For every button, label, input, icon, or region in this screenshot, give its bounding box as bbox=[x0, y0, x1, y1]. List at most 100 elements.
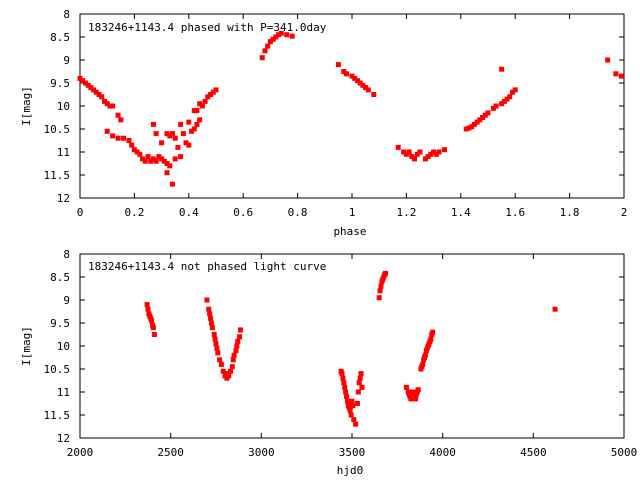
unphased-data-point bbox=[229, 364, 235, 370]
phased-chart-title: 183246+1143.4 phased with P=341.0day bbox=[88, 21, 327, 34]
phased-data-point bbox=[148, 158, 154, 164]
phased-data-point bbox=[110, 103, 116, 109]
phased-data-point bbox=[265, 43, 271, 49]
phased-data-point bbox=[360, 82, 366, 88]
phased-data-point bbox=[441, 147, 447, 153]
phased-data-point bbox=[466, 125, 472, 131]
phased-data-point bbox=[131, 147, 137, 153]
phased-data-point bbox=[490, 105, 496, 111]
unphased-x-tick-label: 2500 bbox=[157, 446, 184, 459]
unphased-data-point bbox=[552, 306, 558, 312]
unphased-data-point bbox=[358, 371, 364, 377]
phased-data-point bbox=[259, 55, 265, 61]
phased-data-point bbox=[137, 151, 143, 157]
phased-data-point bbox=[104, 128, 110, 134]
phased-data-point bbox=[613, 71, 619, 77]
phased-data-point bbox=[363, 85, 369, 91]
unphased-x-tick-label: 3000 bbox=[248, 446, 275, 459]
phased-data-point bbox=[134, 149, 140, 155]
unphased-data-point bbox=[412, 396, 418, 402]
phased-plot-frame bbox=[79, 13, 625, 199]
phased-y-axis-label: I[mag] bbox=[20, 86, 33, 126]
phased-data-point bbox=[618, 73, 624, 79]
phased-x-tick-label: 1.6 bbox=[505, 206, 525, 219]
phased-data-point bbox=[91, 87, 97, 93]
phased-data-point bbox=[504, 96, 510, 102]
phased-data-point bbox=[284, 32, 290, 38]
phased-y-tick-label: 12 bbox=[57, 192, 70, 205]
phased-data-point bbox=[276, 32, 282, 38]
phased-data-point bbox=[197, 117, 203, 123]
phased-data-point bbox=[428, 151, 434, 157]
phased-data-point bbox=[507, 94, 513, 100]
unphased-data-point bbox=[415, 387, 421, 393]
phased-data-point bbox=[164, 170, 170, 176]
phased-data-point bbox=[403, 151, 409, 157]
unphased-data-point bbox=[340, 375, 346, 381]
phased-y-tick-label: 8.5 bbox=[50, 31, 70, 44]
phased-data-point bbox=[186, 119, 192, 125]
phased-data-point bbox=[278, 30, 284, 36]
phased-data-point bbox=[499, 101, 505, 107]
phased-data-point bbox=[474, 119, 480, 125]
phased-data-point bbox=[344, 71, 350, 77]
phased-data-point bbox=[409, 154, 415, 160]
unphased-data-point bbox=[220, 368, 226, 374]
phased-data-point bbox=[80, 78, 86, 84]
unphased-data-point bbox=[209, 325, 215, 331]
phased-data-point bbox=[335, 62, 341, 68]
phased-data-point bbox=[126, 138, 132, 143]
unphased-data-point bbox=[214, 345, 220, 351]
phased-data-point bbox=[191, 108, 197, 114]
phased-data-point bbox=[273, 34, 279, 40]
phased-data-point bbox=[471, 121, 477, 127]
unphased-data-point bbox=[378, 283, 384, 289]
phased-data-point bbox=[142, 158, 148, 164]
unphased-data-point bbox=[211, 332, 217, 337]
phased-data-point bbox=[145, 154, 151, 160]
phased-data-point bbox=[118, 117, 124, 123]
phased-data-point bbox=[501, 98, 507, 104]
unphased-x-tick-label: 5000 bbox=[611, 446, 638, 459]
phased-data-point bbox=[150, 156, 156, 162]
phased-x-tick-label: 1.4 bbox=[451, 206, 471, 219]
phased-data-point bbox=[349, 73, 355, 79]
phased-data-point bbox=[178, 121, 184, 127]
unphased-x-tick-label: 2000 bbox=[67, 446, 94, 459]
phased-data-point bbox=[482, 112, 488, 118]
phased-data-point bbox=[110, 133, 116, 139]
phased-data-point bbox=[365, 87, 371, 93]
unphased-data-point bbox=[356, 380, 362, 386]
phased-x-tick-label: 2 bbox=[621, 206, 628, 219]
phased-data-point bbox=[175, 144, 181, 150]
phased-data-point bbox=[199, 103, 205, 109]
unphased-data-point bbox=[341, 380, 347, 386]
phased-y-tick-label: 11.5 bbox=[44, 169, 71, 182]
phased-data-point bbox=[183, 140, 189, 146]
unphased-data-point bbox=[354, 401, 360, 406]
unphased-x-tick-label: 3500 bbox=[339, 446, 366, 459]
unphased-data-point bbox=[348, 412, 354, 418]
phased-data-point bbox=[406, 149, 412, 155]
phased-y-tick-label: 9 bbox=[63, 54, 70, 67]
phased-data-point bbox=[77, 75, 83, 81]
phased-data-point bbox=[512, 87, 518, 93]
phased-data-point bbox=[341, 69, 347, 74]
unphased-data-point bbox=[350, 403, 356, 409]
phased-data-point bbox=[412, 156, 418, 162]
phased-data-point bbox=[463, 126, 469, 132]
phased-data-point bbox=[115, 112, 121, 118]
unphased-data-point bbox=[357, 375, 363, 381]
phased-data-point bbox=[202, 98, 208, 104]
unphased-y-axis-label: I[mag] bbox=[20, 326, 33, 366]
phased-data-point bbox=[194, 108, 200, 114]
phased-data-point bbox=[433, 151, 439, 157]
phased-data-point bbox=[115, 135, 121, 141]
unphased-data-point bbox=[359, 384, 365, 390]
unphased-y-tick-label: 9.5 bbox=[50, 317, 70, 330]
phased-data-point bbox=[161, 158, 167, 164]
unphased-data-point bbox=[230, 357, 236, 363]
phased-data-point bbox=[289, 33, 295, 39]
unphased-data-point bbox=[207, 311, 213, 317]
